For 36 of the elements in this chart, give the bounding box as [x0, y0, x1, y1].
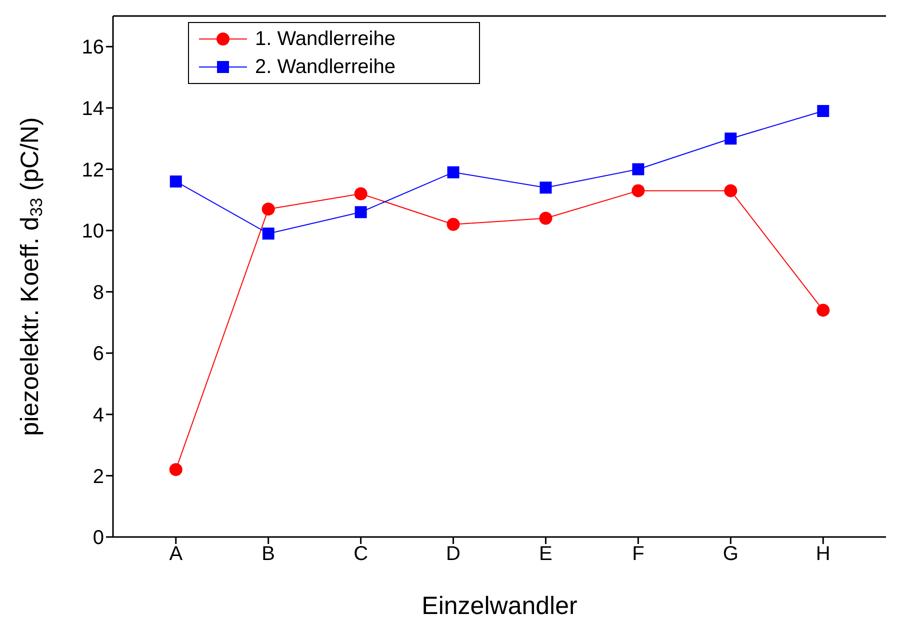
legend-label: 2. Wandlerreihe [255, 55, 396, 80]
y-tick-label: 6 [92, 343, 104, 366]
point [262, 228, 274, 240]
point [446, 218, 460, 231]
x-tick-label: C [354, 543, 368, 566]
y-tick-label: 12 [82, 159, 104, 182]
point [354, 187, 368, 200]
x-tick-label: F [632, 543, 644, 566]
point [816, 304, 830, 317]
point [632, 163, 644, 176]
x-tick-label: E [539, 543, 552, 566]
y-tick-label: 0 [92, 527, 104, 550]
x-tick-label: D [446, 543, 460, 566]
x-tick-label: B [262, 543, 276, 566]
y-tick-label: 10 [82, 220, 104, 243]
point [170, 175, 182, 188]
y-tick-label: 4 [92, 404, 104, 427]
point [724, 184, 738, 198]
point [817, 105, 830, 118]
point [540, 182, 552, 194]
y-tick-label: 8 [92, 282, 104, 304]
y-tick-label: 16 [82, 36, 104, 59]
point [447, 166, 460, 178]
y-tick-label: 14 [82, 98, 104, 120]
legend-label: 1. Wandlerreihe [255, 27, 396, 52]
x-tick-label: A [169, 543, 184, 566]
point [539, 212, 552, 225]
point [354, 206, 367, 218]
point [262, 202, 275, 216]
x-axis-title: Einzelwandler [422, 592, 578, 620]
point [632, 184, 645, 198]
point [724, 132, 737, 145]
x-tick-label: G [722, 543, 738, 566]
y-tick-label: 2 [92, 466, 104, 488]
point [169, 463, 182, 476]
x-tick-label: H [816, 543, 830, 566]
